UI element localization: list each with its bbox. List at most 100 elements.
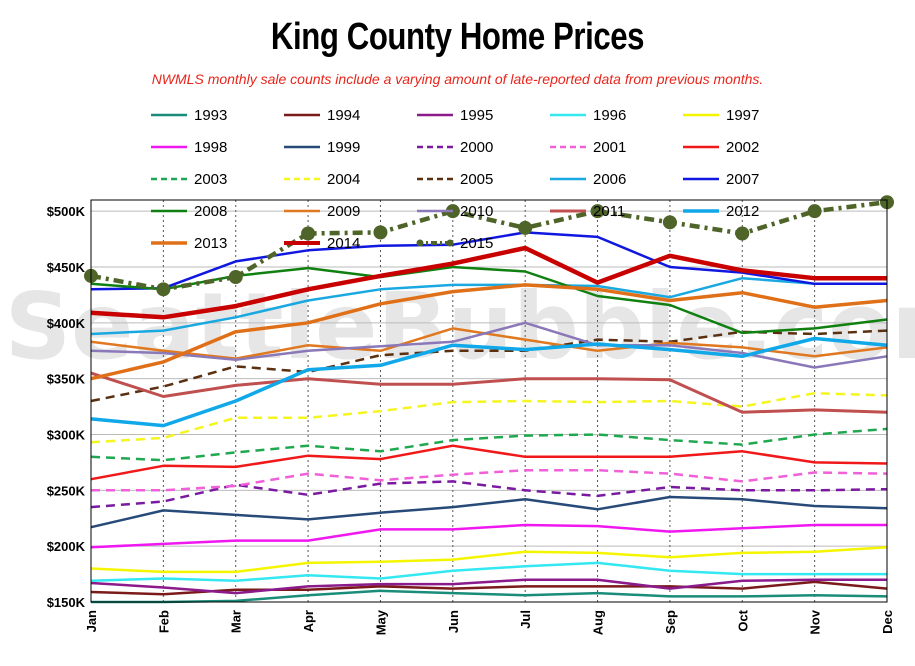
- data-point-2015: [373, 225, 388, 240]
- legend-swatch: [416, 239, 454, 247]
- x-tick-label: Sep: [663, 610, 678, 634]
- x-tick-label: May: [373, 609, 388, 635]
- legend-swatch: [550, 177, 586, 181]
- legend-item-2003: 2003: [150, 167, 227, 191]
- chart-subtitle: NWMLS monthly sale counts include a vary…: [151, 71, 764, 87]
- legend-label: 2011: [593, 202, 626, 220]
- legend-item-1995: 1995: [416, 103, 493, 127]
- legend-label: 2012: [726, 202, 760, 220]
- x-tick-label: Feb: [156, 610, 171, 633]
- series-line-1998: [90, 523, 887, 549]
- y-tick-label: $500K: [47, 204, 86, 219]
- series-line-2014: [90, 245, 887, 320]
- legend-item-2012: 2012: [682, 199, 759, 223]
- legend-swatch: [151, 177, 187, 181]
- axes: $150K $200K $250K $300K $350K $400K $450K $500K…: [47, 199, 895, 635]
- legend-item-2000: 2000: [416, 135, 493, 159]
- legend-swatch: [550, 209, 586, 213]
- legend-item-2004: 2004: [283, 167, 360, 191]
- series-line-2007: [90, 231, 887, 291]
- legend-label: 2014: [327, 234, 361, 252]
- series-line-2003: [90, 427, 888, 462]
- legend-item-1997: 1997: [682, 103, 759, 127]
- legend-swatch: [284, 241, 320, 245]
- series-line-1999: [90, 495, 888, 529]
- legend-swatch: [151, 241, 187, 245]
- legend-label: 2010: [460, 202, 494, 220]
- legend-item-2011: 2011: [549, 199, 625, 223]
- plot-border: [90, 199, 888, 603]
- series-line-1996: [90, 561, 887, 583]
- legend-label: 2015: [460, 234, 494, 252]
- legend-label: 2005: [460, 170, 494, 188]
- legend-item-2013: 2013: [150, 231, 227, 255]
- legend-label: 2009: [327, 202, 361, 220]
- y-tick-label: $150K: [47, 595, 86, 610]
- legend-item-2001: 2001: [549, 135, 626, 159]
- legend-label: 1999: [327, 138, 361, 156]
- series-line-2013: [90, 283, 888, 381]
- legend-label: 1997: [726, 106, 760, 124]
- legend-swatch: [417, 113, 453, 117]
- legend-swatch: [683, 177, 719, 181]
- data-point-2015: [735, 226, 750, 241]
- y-tick-label: $200K: [47, 539, 86, 554]
- legend-item-1999: 1999: [283, 135, 360, 159]
- series-line-2012: [90, 336, 888, 428]
- y-tick-label: $350K: [47, 372, 86, 387]
- legend-label: 2004: [327, 170, 361, 188]
- legend-item-2005: 2005: [416, 167, 493, 191]
- legend-item-2009: 2009: [283, 199, 360, 223]
- y-tick-label: $250K: [47, 483, 86, 498]
- legend-label: 1996: [593, 106, 627, 124]
- legend-swatch: [284, 177, 320, 181]
- legend-label: 2013: [194, 234, 228, 252]
- legend-label: 2002: [726, 138, 760, 156]
- legend-swatch: [417, 177, 453, 181]
- series-line-1997: [90, 546, 888, 574]
- legend-label: 2001: [593, 138, 627, 156]
- series-line-1994: [90, 580, 888, 596]
- legend-label: 2008: [194, 202, 228, 220]
- x-tick-label: Oct: [735, 609, 750, 631]
- x-tick-label: Jun: [446, 610, 461, 633]
- legend-item-1993: 1993: [150, 103, 227, 127]
- legend-item-2015: 2015: [416, 231, 493, 255]
- series-line-2010: [90, 321, 888, 369]
- y-tick-label: $400K: [47, 316, 86, 331]
- series-line-1993: [91, 589, 888, 604]
- legend-swatch: [284, 145, 320, 149]
- x-tick-label: Jan: [84, 610, 99, 632]
- legend-swatch: [550, 113, 586, 117]
- legend-swatch: [417, 209, 453, 213]
- data-point-2015: [301, 226, 316, 241]
- y-tick-label: $300K: [47, 428, 86, 443]
- series-line-2009: [90, 327, 888, 360]
- data-point-2015: [228, 270, 243, 285]
- legend-swatch: [151, 113, 187, 117]
- legend-label: 1994: [327, 106, 361, 124]
- legend-item-2014: 2014: [283, 231, 360, 255]
- x-tick-label: Aug: [591, 610, 606, 635]
- series-line-2002: [90, 444, 888, 481]
- legend-item-1996: 1996: [549, 103, 626, 127]
- legend-swatch: [417, 145, 453, 149]
- legend-label: 2007: [726, 170, 760, 188]
- x-tick-label: Apr: [301, 610, 316, 632]
- data-point-2015: [590, 204, 605, 219]
- series-line-2006: [90, 276, 887, 336]
- series-line-1995: [90, 578, 887, 595]
- legend-swatch: [683, 145, 719, 149]
- legend-item-2010: 2010: [416, 199, 493, 223]
- legend-item-1998: 1998: [150, 135, 227, 159]
- legend-swatch: [284, 113, 320, 117]
- series-line-2015: [90, 199, 888, 292]
- legend-swatch: [151, 145, 187, 149]
- legend-item-2007: 2007: [682, 167, 759, 191]
- legend-label: 1998: [194, 138, 228, 156]
- chart-title: King County Home Prices: [270, 16, 645, 58]
- series-line-2001: [91, 468, 888, 492]
- series-line-2011: [90, 371, 888, 414]
- series-line-2000: [90, 480, 888, 509]
